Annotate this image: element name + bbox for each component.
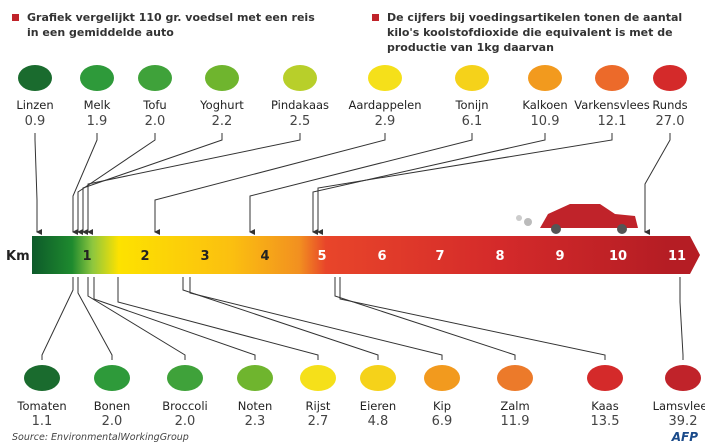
food-value: 11.9 (485, 414, 545, 429)
food-icon (360, 365, 396, 391)
arrow (88, 133, 300, 232)
food-icon (424, 365, 460, 391)
legend-text: Grafiek vergelijkt 110 gr. voedsel met e… (27, 10, 317, 40)
food-value: 2.7 (288, 414, 348, 429)
food-value: 27.0 (640, 114, 700, 129)
food-name: Aardappelen (340, 98, 430, 112)
food-icon (237, 365, 273, 391)
km-tick: 5 (317, 249, 326, 264)
food-value: 6.9 (412, 414, 472, 429)
food-name: Kaas (560, 399, 650, 413)
food-icon (205, 65, 239, 91)
food-value: 13.5 (575, 414, 635, 429)
legend-bullet (12, 14, 19, 21)
arrow (645, 133, 670, 232)
km-tick: 8 (495, 249, 504, 264)
food-value: 2.5 (270, 114, 330, 129)
food-value: 0.9 (5, 114, 65, 129)
food-value: 2.0 (82, 414, 142, 429)
km-tick: 9 (555, 249, 564, 264)
food-name: Lamsvlees (638, 399, 705, 413)
car (516, 204, 638, 234)
food-icon (653, 65, 687, 91)
food-icon (300, 365, 336, 391)
food-name: Pindakaas (255, 98, 345, 112)
source: Source: EnvironmentalWorkingGroup (12, 432, 189, 443)
food-value: 1.9 (67, 114, 127, 129)
km-tick: 6 (377, 249, 386, 264)
arrow (118, 277, 318, 360)
food-icon (24, 365, 60, 391)
arrow (680, 277, 683, 360)
food-value: 2.0 (155, 414, 215, 429)
food-icon (497, 365, 533, 391)
infographic: Km 1 2 3 4 5 6 7 8 9 10 11 Source: EnvironmentalWork… (0, 0, 705, 445)
food-value: 2.0 (125, 114, 185, 129)
food-value: 12.1 (582, 114, 642, 129)
km-tick: 4 (260, 249, 269, 264)
food-icon (455, 65, 489, 91)
food-icon (283, 65, 317, 91)
arrow (335, 277, 515, 360)
food-icon (94, 365, 130, 391)
food-name: Yoghurt (177, 98, 267, 112)
arrow (35, 133, 37, 232)
legend-text: De cijfers bij voedingsartikelen tonen d… (387, 10, 705, 55)
food-value: 2.2 (192, 114, 252, 129)
km-tick: 11 (668, 249, 686, 264)
food-icon (138, 65, 172, 91)
arrow (78, 133, 155, 232)
arrow (250, 133, 472, 232)
km-tick: 7 (435, 249, 444, 264)
arrow (83, 133, 222, 232)
food-icon (665, 365, 701, 391)
food-value: 1.1 (12, 414, 72, 429)
food-icon (587, 365, 623, 391)
arrow (313, 133, 545, 232)
food-name: Zalm (470, 399, 560, 413)
food-value: 2.3 (225, 414, 285, 429)
scale-unit: Km (6, 249, 30, 264)
arrow (183, 277, 378, 360)
food-value: 6.1 (442, 114, 502, 129)
food-icon (595, 65, 629, 91)
arrow (340, 277, 605, 360)
food-icon (18, 65, 52, 91)
graphics: Km 1 2 3 4 5 6 7 8 9 10 11 Source: EnvironmentalWork… (0, 0, 705, 445)
arrow (88, 277, 185, 360)
km-tick: 3 (200, 249, 209, 264)
arrow (42, 277, 73, 360)
food-icon (528, 65, 562, 91)
food-value: 4.8 (348, 414, 408, 429)
food-icon (80, 65, 114, 91)
food-name: Runds (625, 98, 705, 112)
food-icon (167, 365, 203, 391)
km-bar (32, 236, 700, 274)
km-tick: 10 (609, 249, 627, 264)
km-tick: 1 (82, 249, 91, 264)
food-value: 2.9 (355, 114, 415, 129)
legend-bullet (372, 14, 379, 21)
credit: AFP (671, 430, 698, 444)
km-tick: 2 (140, 249, 149, 264)
arrow (78, 277, 112, 360)
food-value: 10.9 (515, 114, 575, 129)
food-icon (368, 65, 402, 91)
food-value: 39.2 (653, 414, 705, 429)
